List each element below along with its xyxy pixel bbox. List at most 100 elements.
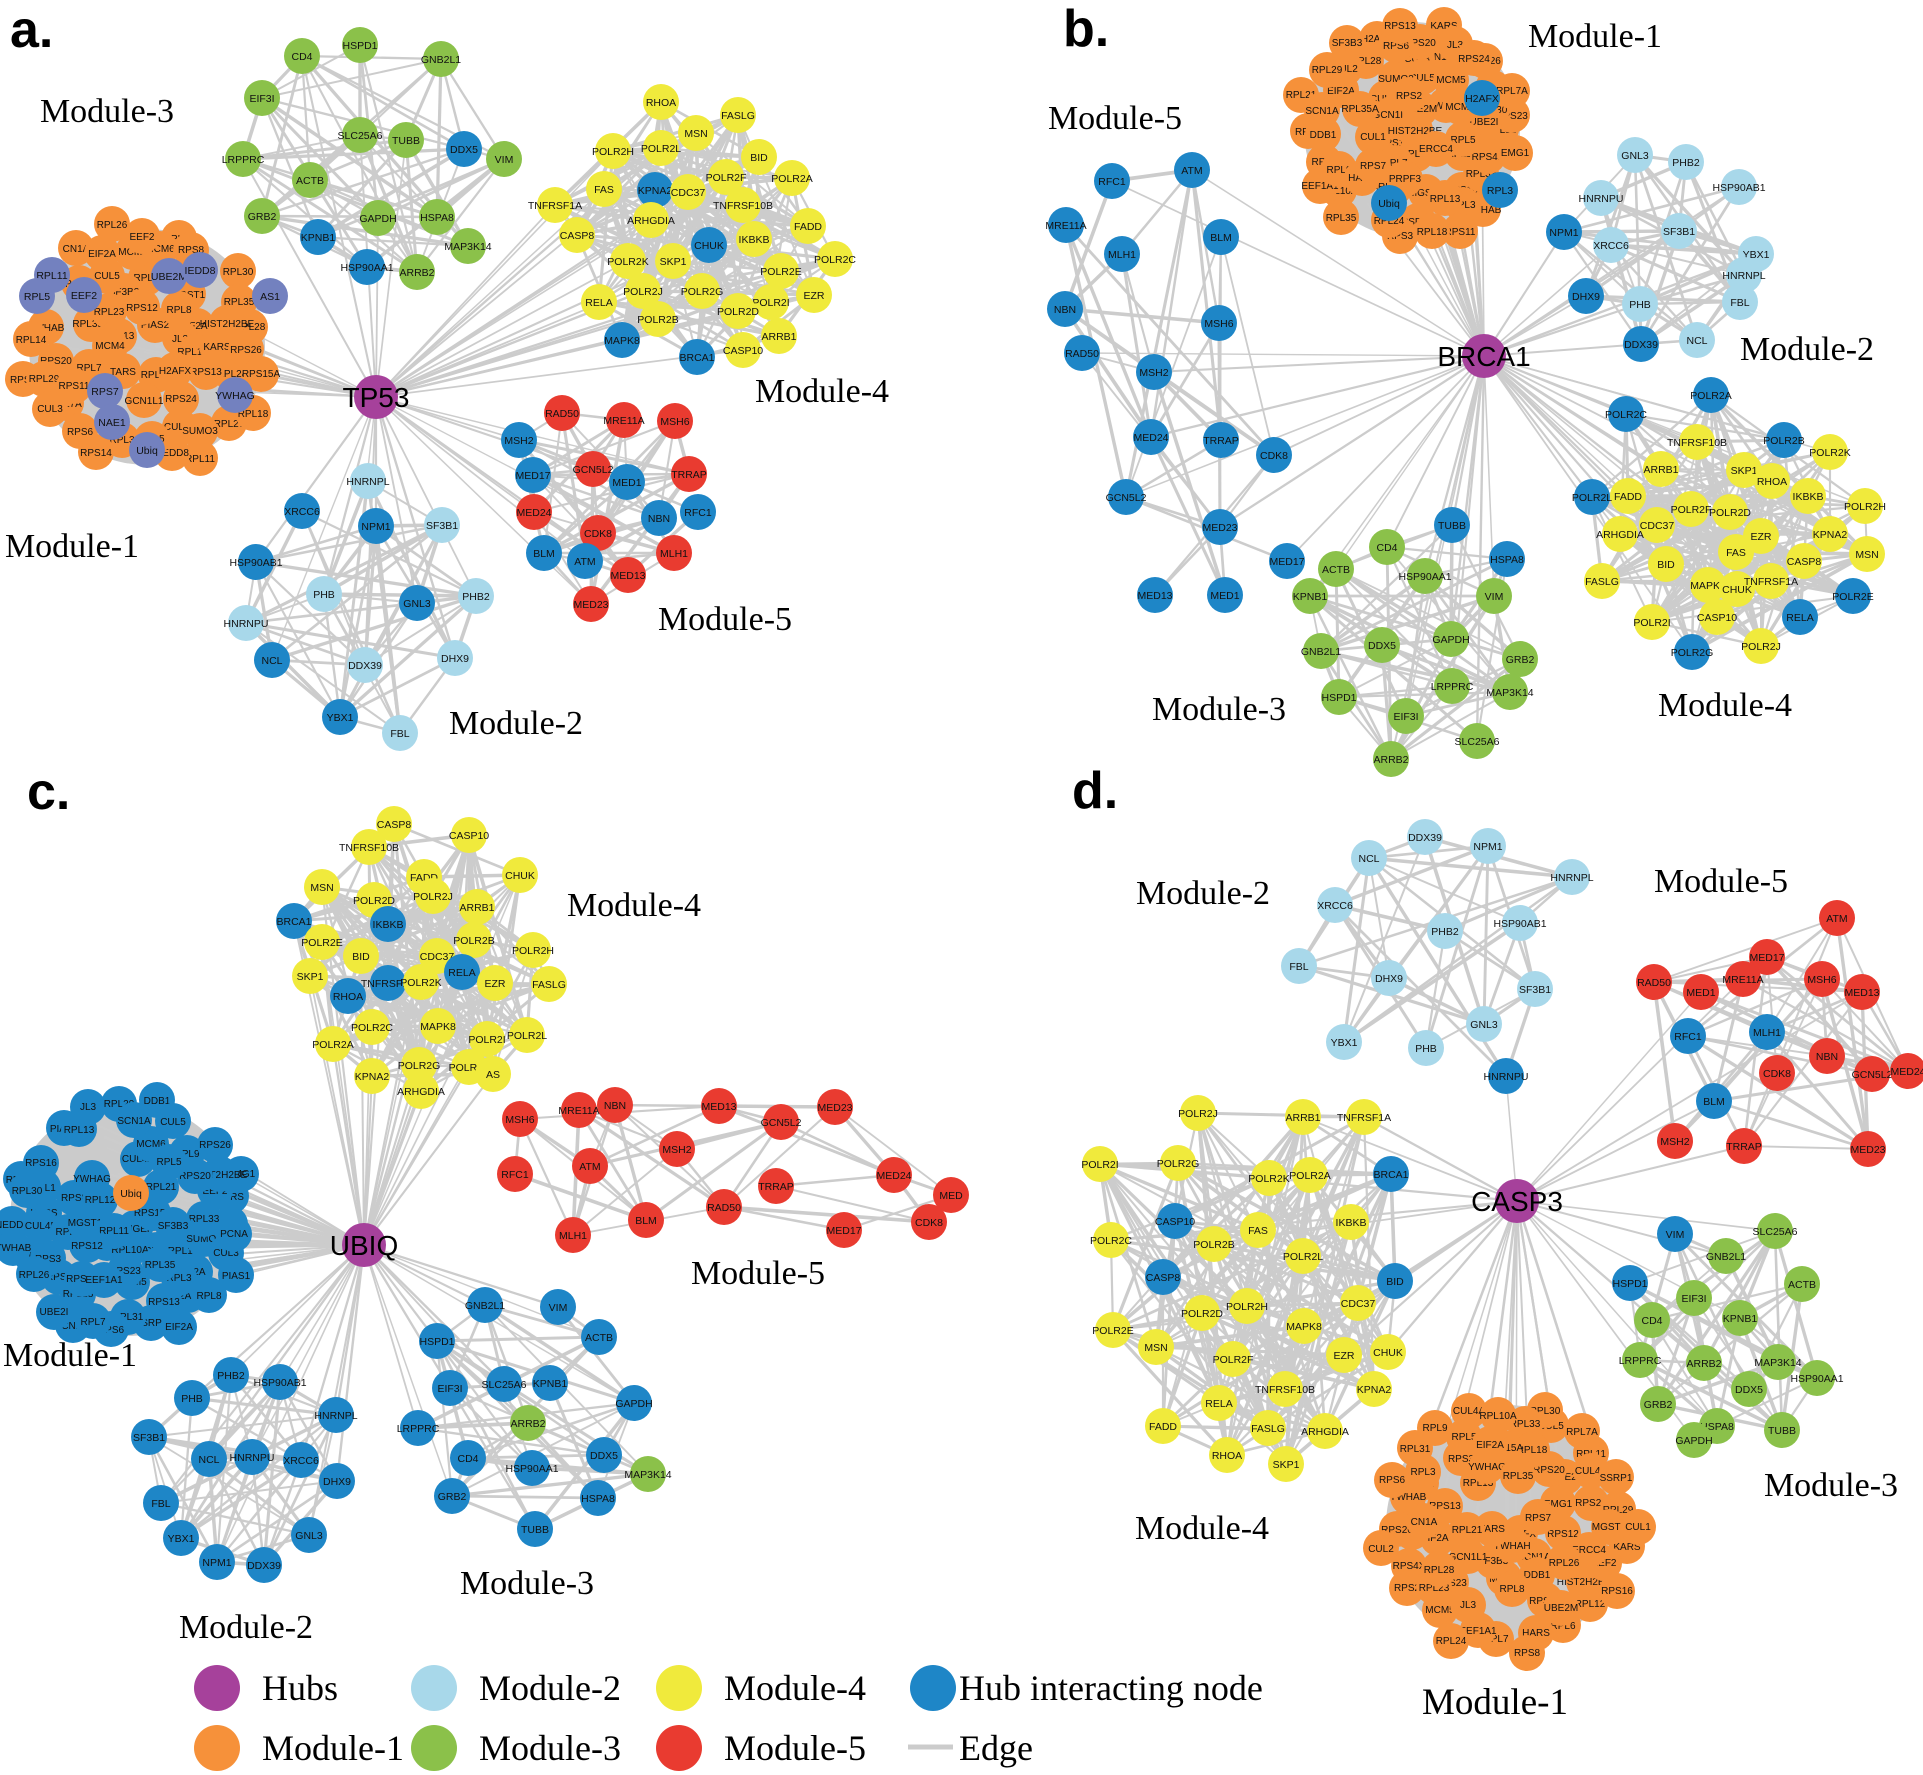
svg-text:Module-3: Module-3 [40, 93, 174, 130]
svg-text:CDK8: CDK8 [915, 1217, 943, 1229]
svg-text:PHB: PHB [181, 1393, 203, 1405]
svg-text:RPL12: RPL12 [85, 1195, 116, 1206]
svg-text:RPS24: RPS24 [66, 1274, 98, 1285]
svg-text:MSH6: MSH6 [505, 1114, 534, 1126]
svg-text:MSN: MSN [310, 882, 333, 894]
svg-text:MAP3K14: MAP3K14 [1486, 687, 1533, 699]
svg-text:RPS20: RPS20 [1404, 38, 1436, 49]
svg-text:RPL9: RPL9 [1326, 165, 1351, 176]
svg-text:RPS3: RPS3 [10, 375, 37, 386]
svg-text:CHUK: CHUK [1722, 584, 1752, 596]
svg-text:PIAS1: PIAS1 [222, 1271, 251, 1282]
svg-text:GCN5L2: GCN5L2 [1852, 1069, 1893, 1081]
svg-text:RPL26: RPL26 [19, 1270, 50, 1281]
svg-text:RPS24: RPS24 [1458, 54, 1490, 65]
svg-text:SLC25A6: SLC25A6 [482, 1379, 527, 1391]
svg-text:POLR2H: POLR2H [1844, 501, 1886, 513]
svg-text:RELA: RELA [585, 297, 612, 309]
svg-text:MSH2: MSH2 [1139, 367, 1168, 379]
svg-text:LRPPRC: LRPPRC [397, 1423, 440, 1435]
svg-text:YWHAG: YWHAG [73, 1174, 111, 1185]
svg-text:RFC1: RFC1 [1674, 1031, 1702, 1043]
svg-text:RPL35: RPL35 [1326, 213, 1357, 224]
svg-text:MAP3K14: MAP3K14 [624, 1469, 671, 1481]
svg-text:RPL24: RPL24 [1374, 216, 1405, 227]
svg-text:BLM: BLM [533, 548, 555, 560]
svg-text:RPS15A: RPS15A [242, 369, 281, 380]
svg-text:RPS13: RPS13 [190, 367, 222, 378]
svg-text:EZR: EZR [1334, 1350, 1355, 1362]
svg-text:BID: BID [1386, 1276, 1404, 1288]
svg-text:LRPPRC: LRPPRC [222, 154, 265, 166]
svg-text:HIST2H2BE: HIST2H2BE [1388, 126, 1443, 137]
svg-text:RPL35A: RPL35A [1341, 104, 1379, 115]
svg-text:CUL1: CUL1 [1625, 1522, 1651, 1533]
svg-text:FAS: FAS [1726, 547, 1746, 559]
svg-text:POLR2J: POLR2J [1178, 1108, 1218, 1120]
svg-text:MED24: MED24 [1133, 432, 1168, 444]
svg-text:RPL10A: RPL10A [111, 1245, 149, 1256]
svg-text:HNRNPU: HNRNPU [1484, 1071, 1529, 1083]
svg-text:RPL29: RPL29 [1312, 65, 1343, 76]
svg-text:ERCC4: ERCC4 [1419, 144, 1453, 155]
svg-text:TARS: TARS [1479, 1524, 1505, 1535]
svg-text:FADD: FADD [794, 221, 822, 233]
svg-text:HSP90AB1: HSP90AB1 [1493, 918, 1546, 930]
svg-text:RPS13: RPS13 [1384, 21, 1416, 32]
svg-text:Hubs: Hubs [262, 1668, 338, 1708]
svg-text:DDX39: DDX39 [348, 660, 382, 672]
svg-text:POLR2H: POLR2H [1226, 1301, 1268, 1313]
svg-text:GAPDH: GAPDH [1432, 634, 1469, 646]
svg-text:BRCA1: BRCA1 [1373, 1169, 1408, 1181]
svg-text:ARRB2: ARRB2 [510, 1418, 545, 1430]
svg-text:RPL10A: RPL10A [1479, 1411, 1517, 1422]
svg-text:Module-1: Module-1 [262, 1728, 404, 1768]
svg-text:Module-2: Module-2 [479, 1668, 621, 1708]
svg-text:Ubiq: Ubiq [1378, 198, 1400, 210]
svg-text:H2AFX: H2AFX [1465, 93, 1499, 105]
svg-text:RHOA: RHOA [646, 97, 676, 109]
svg-text:MCM6: MCM6 [136, 1139, 166, 1150]
svg-text:ARRB2: ARRB2 [1686, 1358, 1721, 1370]
svg-text:HSPA8: HSPA8 [581, 1493, 615, 1505]
svg-text:MAPK8: MAPK8 [604, 335, 640, 347]
svg-text:HIST2H2BE: HIST2H2BE [1557, 1577, 1612, 1588]
svg-text:KPNA2: KPNA2 [355, 1071, 390, 1083]
svg-text:YWHAB: YWHAB [1390, 1492, 1427, 1503]
svg-text:TUBB: TUBB [392, 135, 420, 147]
svg-text:FASLG: FASLG [721, 110, 755, 122]
svg-text:CUL5: CUL5 [160, 1117, 186, 1128]
svg-text:RPS6: RPS6 [98, 1325, 125, 1336]
svg-text:KPNB1: KPNB1 [301, 232, 336, 244]
svg-text:RPS6: RPS6 [1379, 1475, 1406, 1486]
svg-text:POLR2D: POLR2D [1181, 1308, 1223, 1320]
svg-text:EIF2A: EIF2A [165, 1322, 193, 1333]
svg-text:CUL4B: CUL4B [1575, 1466, 1608, 1477]
svg-text:BLM: BLM [1703, 1096, 1725, 1108]
svg-text:RPS7: RPS7 [91, 386, 119, 398]
svg-text:H2AFX: H2AFX [172, 1291, 205, 1302]
svg-text:RPL11: RPL11 [36, 270, 67, 282]
svg-text:POLR2A: POLR2A [312, 1039, 353, 1051]
svg-text:FADD: FADD [1614, 491, 1642, 503]
svg-text:YWHAB: YWHAB [0, 1243, 32, 1254]
svg-text:RPL29: RPL29 [104, 1099, 135, 1110]
svg-text:NPM1: NPM1 [361, 521, 390, 533]
svg-text:RPS6: RPS6 [67, 427, 94, 438]
svg-text:RPL21: RPL21 [1286, 90, 1317, 101]
svg-text:RPL6: RPL6 [1550, 1621, 1575, 1632]
svg-text:EIF3I: EIF3I [437, 1383, 462, 1395]
svg-text:CUL4A: CUL4A [164, 422, 197, 433]
svg-text:CASP8: CASP8 [560, 230, 595, 242]
svg-text:CDC37: CDC37 [671, 187, 706, 199]
svg-text:MSN: MSN [684, 128, 707, 140]
svg-text:YWHAG: YWHAG [215, 390, 255, 402]
svg-text:KPNB1: KPNB1 [1293, 591, 1328, 603]
svg-text:ERCC4: ERCC4 [1572, 1545, 1606, 1556]
svg-text:RFC1: RFC1 [1098, 176, 1126, 188]
svg-text:SLC25A6: SLC25A6 [338, 130, 383, 142]
svg-text:TNFRSF10B: TNFRSF10B [713, 200, 773, 212]
svg-text:Module-1: Module-1 [1528, 18, 1662, 55]
svg-text:CUL3: CUL3 [37, 404, 63, 415]
svg-text:POLR2F: POLR2F [1213, 1354, 1254, 1366]
